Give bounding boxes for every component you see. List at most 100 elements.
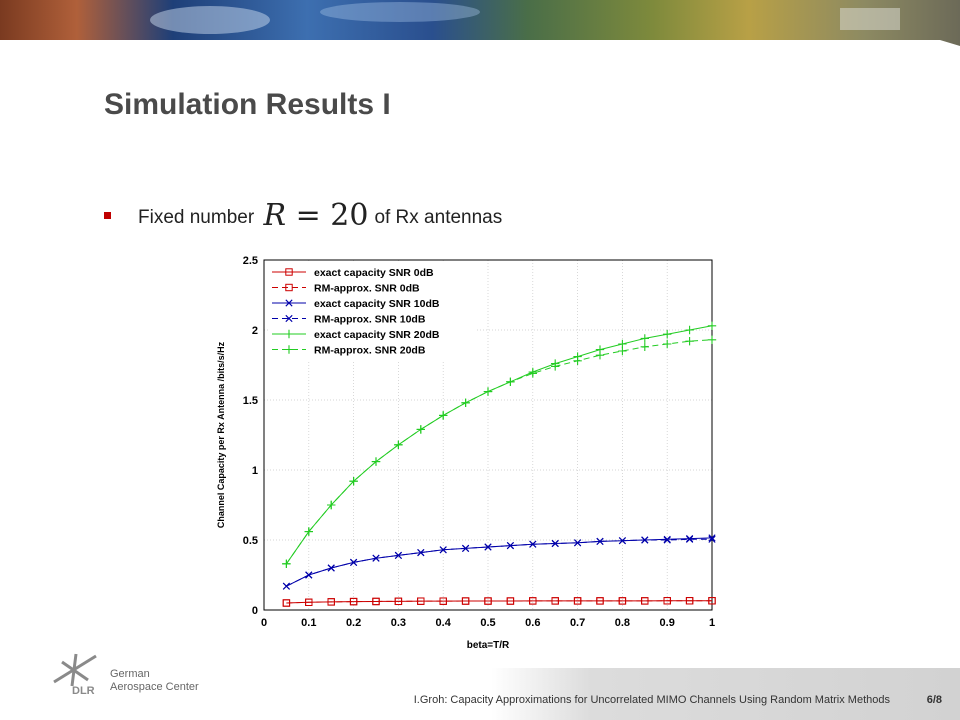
data-point-square <box>439 597 447 605</box>
footer-citation: I.Groh: Capacity Approximations for Unco… <box>413 694 890 706</box>
data-point-square <box>417 597 425 605</box>
data-point-square <box>394 597 403 606</box>
series-1 <box>282 597 716 607</box>
capacity-chart: 0 0.1 0.2 0.3 0.4 0.5 0.6 0.7 0.8 0.9 1 0 0.5 1 1.5 2 2.… <box>216 255 717 648</box>
data-point-square <box>349 597 358 606</box>
series-3 <box>282 535 716 590</box>
data-point-x <box>462 544 470 552</box>
data-point-square <box>573 597 582 605</box>
data-point-square <box>282 599 291 607</box>
data-point-square <box>285 268 293 276</box>
data-point-x <box>439 546 447 554</box>
data-point-plus <box>284 345 294 354</box>
data-point-x <box>282 582 290 590</box>
bullet-item: Fixed number R = 20 of Rx antennas <box>104 196 503 233</box>
y-tick-label: 0 <box>252 605 258 617</box>
data-point-x <box>618 537 626 545</box>
plot-frame <box>263 259 713 611</box>
data-point-plus <box>461 398 470 407</box>
data-point-x <box>417 549 425 557</box>
x-tick-label: 0.7 <box>570 617 585 629</box>
footer-band <box>290 668 960 720</box>
series-line <box>286 600 712 604</box>
data-point-x <box>551 539 559 548</box>
data-point-square <box>529 597 537 605</box>
data-point-square <box>484 597 492 605</box>
data-point-plus <box>707 335 717 344</box>
data-point-square <box>663 597 671 605</box>
data-point-plus <box>663 330 672 339</box>
math-variable: R <box>263 198 287 233</box>
series-line <box>285 339 713 565</box>
data-point-plus <box>618 346 627 356</box>
dlr-logo: DLR <box>53 653 97 696</box>
data-point-x <box>708 535 716 543</box>
legend-label: RM-approx. SNR 10dB <box>314 314 426 326</box>
data-point-plus <box>573 356 582 365</box>
data-point-square <box>327 598 335 606</box>
x-tick-label: 0.9 <box>660 617 675 629</box>
data-point-plus <box>506 377 515 386</box>
data-point-plus <box>439 411 448 420</box>
data-point-x <box>305 571 313 579</box>
legend-label: RM-approx. SNR 0dB <box>314 283 420 295</box>
data-point-square <box>461 597 470 605</box>
data-point-square <box>372 597 380 606</box>
data-point-square <box>285 283 293 292</box>
y-tick-label: 2 <box>252 325 258 337</box>
y-tick-label: 1 <box>252 465 258 477</box>
page-number: 6/8 <box>926 694 942 706</box>
data-point-square <box>596 597 604 605</box>
data-point-x <box>574 539 582 547</box>
data-point-square <box>305 598 313 607</box>
data-point-x <box>372 554 380 562</box>
data-point-plus <box>685 337 694 346</box>
organization-name: German Aerospace Center <box>110 668 199 694</box>
bullet-text-after: of Rx antennas <box>374 207 503 228</box>
x-tick-label: 0 <box>261 617 267 629</box>
x-tick-label: 0.2 <box>346 617 361 629</box>
data-point-plus <box>685 325 694 335</box>
x-tick-label: 0.3 <box>391 617 406 629</box>
data-point-x <box>686 535 694 543</box>
data-point-plus <box>640 334 649 343</box>
series-line <box>286 538 712 587</box>
data-point-plus <box>528 369 537 378</box>
x-tick-label: 0.6 <box>525 617 540 629</box>
y-axis-label: Channel Capacity per Rx Antenna /bits/s/… <box>216 341 226 528</box>
data-point-x <box>394 551 402 559</box>
data-point-x <box>285 299 293 307</box>
y-tick-label: 2.5 <box>243 255 258 267</box>
math-expression: R = 20 <box>263 198 368 233</box>
x-axis-label: beta=T/R <box>467 640 510 648</box>
data-point-plus <box>394 440 403 449</box>
data-point-plus <box>618 339 627 349</box>
org-line-1: German <box>110 668 150 680</box>
data-point-plus <box>595 351 605 360</box>
legend-label: exact capacity SNR 20dB <box>314 329 440 341</box>
data-point-plus <box>349 477 358 486</box>
data-point-x <box>663 536 671 544</box>
data-point-x <box>529 540 537 548</box>
legend-label: exact capacity SNR 0dB <box>314 267 434 279</box>
data-point-x <box>506 542 514 550</box>
data-point-plus <box>707 321 717 330</box>
data-point-square <box>551 597 559 605</box>
data-point-square <box>641 597 649 605</box>
x-tick-label: 0.8 <box>615 617 630 629</box>
x-tick-label: 0.1 <box>301 617 316 629</box>
x-tick-label: 1 <box>709 617 715 629</box>
data-point-square <box>708 597 716 605</box>
logo-text: DLR <box>72 685 95 696</box>
bullet-square-icon <box>104 212 111 220</box>
data-point-square <box>685 597 694 605</box>
header-banner-image <box>0 0 960 48</box>
data-point-plus <box>483 387 493 396</box>
data-point-plus <box>284 329 294 339</box>
data-point-plus <box>416 425 425 434</box>
data-point-x <box>350 558 358 566</box>
x-tick-label: 0.4 <box>436 617 452 629</box>
data-point-square <box>506 597 515 605</box>
math-equation: = 20 <box>286 198 369 233</box>
data-point-x <box>708 534 716 542</box>
